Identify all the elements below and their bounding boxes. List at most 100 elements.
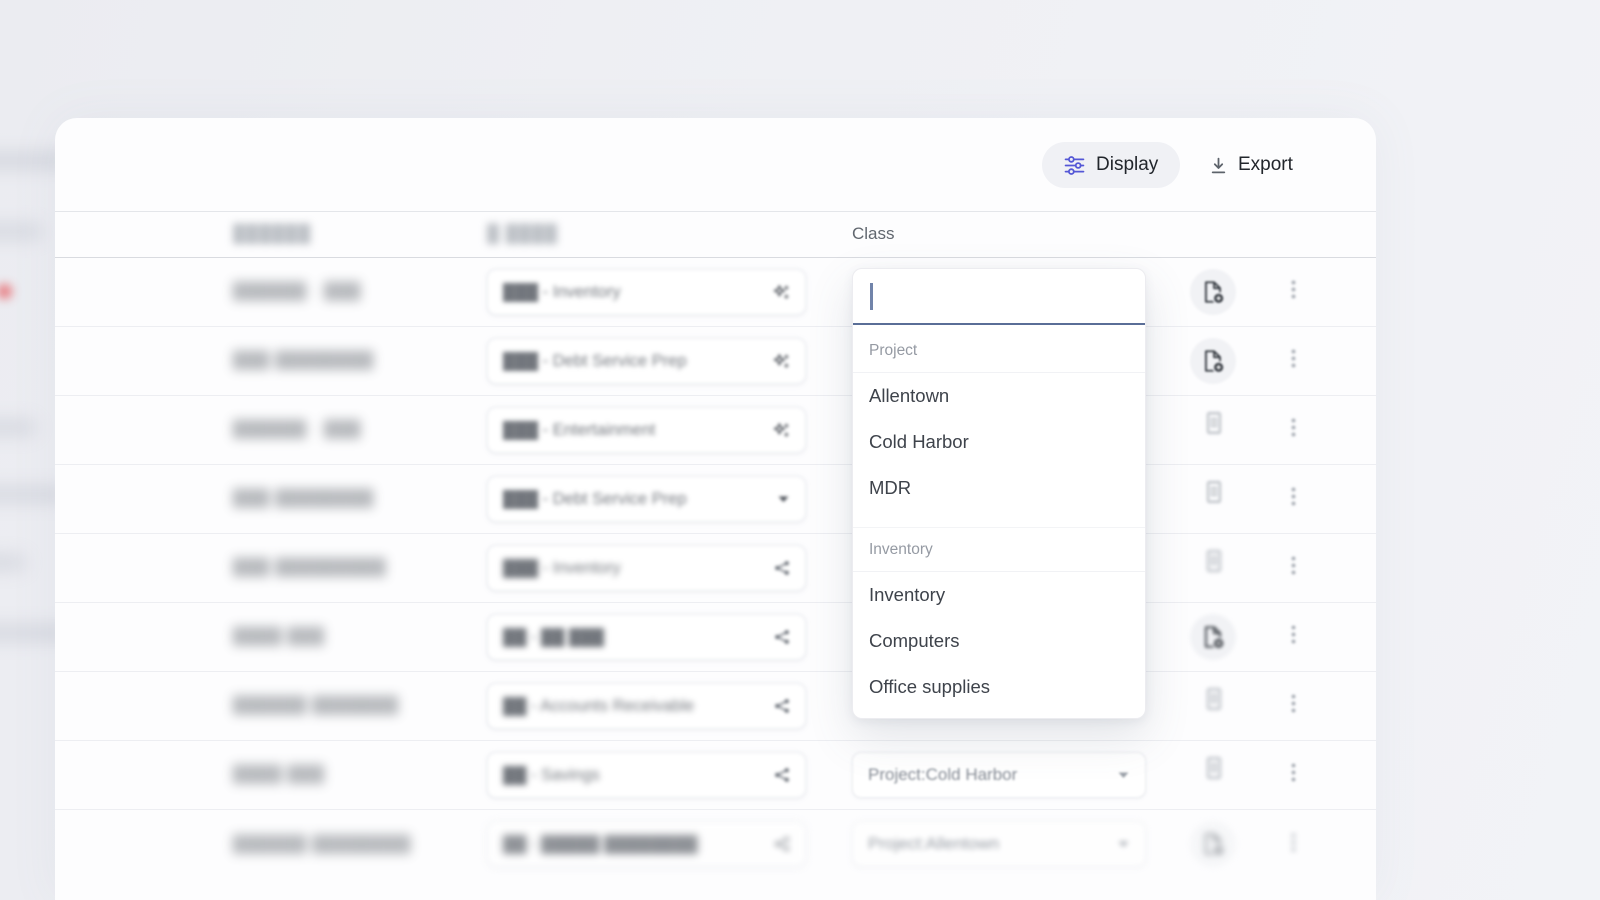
sparkles-icon [773,353,790,370]
display-button[interactable]: Display [1042,142,1181,188]
dropdown-option-mdr[interactable]: MDR [869,477,912,498]
table-row: ███ █████████ ███ - Inventory [55,534,1376,603]
payee-name-blurred: ███ █████████ [233,559,387,576]
kebab-icon [1291,418,1296,443]
account-select[interactable]: ██ - Accounts Receivable [487,683,806,729]
table-row: ███ ████████ ███ - Debt Service Prep [55,465,1376,534]
column-header-class: Class [852,224,895,243]
payee-name-blurred: ██████ ███████ [233,697,399,714]
row-menu-button[interactable] [1285,619,1302,656]
account-value-blurred: ██ - Savings [503,765,600,784]
class-select[interactable]: Project:Cold Harbor [852,752,1146,798]
account-select[interactable]: ███ - Debt Service Prep [487,476,806,522]
main-panel: Display Export ██████ █ ████ Class █████… [55,118,1376,900]
add-document-icon [1200,624,1226,650]
account-value-blurred: ███ - Entertainment [503,420,656,439]
sidebar-blur-item [0,555,26,570]
account-select[interactable]: ██ - █████ ████████ [487,821,806,867]
account-value-blurred: ██ - ██ ███ [503,627,605,646]
export-download-icon [1209,156,1228,175]
sparkles-icon [773,422,790,439]
share-icon [774,560,790,576]
payee-name-blurred: ██████ · ███ [233,421,362,438]
table-row: ████ ███ ██ - ██ ███ [55,603,1376,672]
account-select[interactable]: ██ - Savings [487,752,806,798]
account-select[interactable]: ███ - Inventory [487,269,806,315]
receipt-icon [1204,480,1224,509]
add-document-icon [1200,348,1226,374]
row-menu-button[interactable] [1285,343,1302,380]
payee-name-blurred: ███ ████████ [233,352,375,369]
table-row: ██████ · ███ ███ - Inventory [55,258,1376,327]
kebab-icon [1291,487,1296,512]
view-receipt-button[interactable] [1203,687,1225,716]
share-icon [774,698,790,714]
sidebar-blur-item [0,420,36,435]
table-row: ███ ████████ ███ - Debt Service Prep [55,327,1376,396]
add-attachment-button[interactable] [1190,614,1236,660]
sparkles-icon [773,284,790,301]
row-menu-button[interactable] [1285,481,1302,518]
share-icon [774,767,790,783]
account-value-blurred: ██ - █████ ████████ [503,834,698,853]
add-attachment-button[interactable] [1190,338,1236,384]
receipt-icon [1204,687,1224,716]
account-select[interactable]: ███ - Entertainment [487,407,806,453]
kebab-icon [1291,556,1296,581]
table-row: ████ ███ ██ - Savings Project:Cold Harbo… [55,741,1376,810]
add-attachment-button[interactable] [1190,821,1236,867]
dropdown-group-label: Inventory [853,527,1145,572]
account-value-blurred: ███ - Inventory [503,282,621,301]
add-document-icon [1200,279,1226,305]
kebab-icon [1291,763,1296,788]
dropdown-option-computers[interactable]: Computers [869,630,960,651]
class-dropdown: Project Allentown Cold Harbor MDR Invent… [852,268,1146,719]
row-menu-button[interactable] [1285,688,1302,725]
class-select[interactable]: Project:Allentown [852,821,1146,867]
row-menu-button[interactable] [1285,757,1302,794]
payee-name-blurred: ████ ███ [233,766,325,783]
text-cursor [870,283,873,310]
payee-name-blurred: ███ ████████ [233,490,375,507]
kebab-icon [1291,280,1296,305]
row-menu-button[interactable] [1285,412,1302,449]
dropdown-option-allentown[interactable]: Allentown [869,385,950,406]
payee-name-blurred: ██████ · ███ [233,283,362,300]
class-value: Project:Allentown [868,834,1000,853]
account-value-blurred: ███ - Inventory [503,558,621,577]
export-button[interactable]: Export [1201,142,1301,188]
row-menu-button[interactable] [1285,826,1302,863]
class-search-input[interactable] [853,269,1145,325]
dropdown-option-inventory[interactable]: Inventory [869,584,946,605]
view-receipt-button[interactable] [1203,411,1225,438]
notification-dot [0,284,12,299]
kebab-icon [1291,625,1296,650]
caret-down-icon [1117,839,1130,849]
payee-name-blurred: ██████ ████████ [233,835,412,853]
column-header-blurred-2: █ ████ [487,224,558,243]
account-select[interactable]: ███ - Inventory [487,545,806,591]
column-header-blurred-1: ██████ [233,224,312,243]
add-document-icon [1200,831,1226,857]
dropdown-option-office-supplies[interactable]: Office supplies [869,676,990,697]
dropdown-group-label: Project [853,325,1145,373]
payee-name-blurred: ████ ███ [233,628,325,645]
view-receipt-button[interactable] [1203,756,1225,785]
receipt-icon [1204,756,1224,785]
account-select[interactable]: ██ - ██ ███ [487,614,806,660]
sidebar-blur-item [0,224,43,239]
account-value-blurred: ███ - Debt Service Prep [503,489,687,508]
sidebar-blur-item [0,487,70,502]
account-select[interactable]: ███ - Debt Service Prep [487,338,806,384]
row-menu-button[interactable] [1285,550,1302,587]
add-attachment-button[interactable] [1190,269,1236,315]
row-menu-button[interactable] [1285,274,1302,311]
dropdown-option-cold-harbor[interactable]: Cold Harbor [869,431,969,452]
display-button-label: Display [1096,154,1159,175]
export-button-label: Export [1238,154,1293,175]
kebab-icon [1291,832,1296,857]
view-receipt-button[interactable] [1203,480,1225,509]
caret-down-icon [1117,770,1130,780]
share-icon [774,629,790,645]
view-receipt-button[interactable] [1203,549,1225,576]
